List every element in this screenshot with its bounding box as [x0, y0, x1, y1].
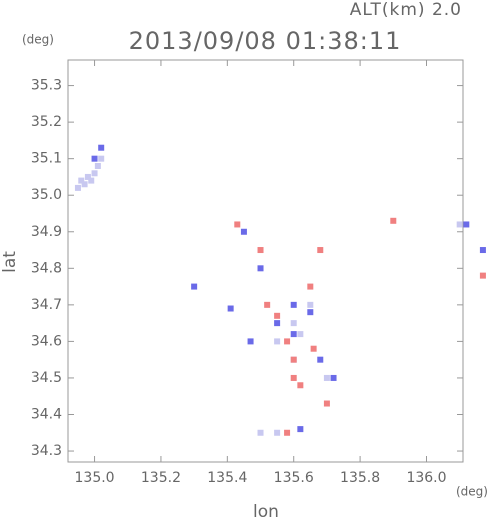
point: [274, 312, 281, 319]
y-tick-label: 34.9: [31, 224, 62, 240]
point: [234, 221, 241, 228]
point: [317, 356, 324, 363]
point: [307, 301, 314, 308]
point: [240, 228, 247, 235]
x-tick-label: 135.8: [340, 470, 380, 486]
point: [94, 162, 101, 169]
point: [78, 177, 85, 184]
y-tick-label: 35.1: [31, 151, 62, 167]
point: [274, 429, 281, 436]
point: [290, 356, 297, 363]
point: [479, 272, 486, 279]
point: [310, 345, 317, 352]
y-axis-label: lat: [0, 251, 20, 273]
point: [290, 320, 297, 327]
point: [257, 265, 264, 272]
point: [290, 374, 297, 381]
point: [227, 305, 234, 312]
y-tick-label: 34.6: [31, 333, 62, 349]
plot-frame: [67, 59, 464, 463]
point: [81, 181, 88, 188]
y-unit: (deg): [22, 33, 54, 47]
point: [307, 309, 314, 316]
point: [330, 374, 337, 381]
point: [323, 400, 330, 407]
y-tick-label: 34.7: [31, 297, 62, 313]
point: [88, 177, 95, 184]
point: [479, 247, 486, 254]
point: [98, 144, 105, 151]
point: [317, 247, 324, 254]
point: [284, 338, 291, 345]
point: [297, 331, 304, 338]
point: [463, 221, 470, 228]
point: [323, 374, 330, 381]
y-tick-label: 34.3: [31, 443, 62, 459]
point: [84, 173, 91, 180]
point: [257, 247, 264, 254]
y-tick-label: 35.0: [31, 187, 62, 203]
y-tick-label: 34.5: [31, 370, 62, 386]
point: [290, 331, 297, 338]
point: [257, 429, 264, 436]
x-tick-label: 135.2: [141, 470, 181, 486]
x-tick-label: 135.6: [274, 470, 314, 486]
point: [191, 283, 198, 290]
point: [290, 301, 297, 308]
point: [74, 184, 81, 191]
point: [307, 283, 314, 290]
point: [91, 155, 98, 162]
point: [247, 338, 254, 345]
x-axis-label: lon: [253, 502, 279, 521]
point: [297, 426, 304, 433]
x-unit: (deg): [456, 485, 488, 499]
y-tick-label: 35.2: [31, 114, 62, 130]
x-tick-label: 135.4: [207, 470, 247, 486]
y-tick-label: 35.3: [31, 78, 62, 94]
point: [284, 429, 291, 436]
point: [274, 338, 281, 345]
point: [456, 221, 463, 228]
x-tick-label: 135.0: [75, 470, 115, 486]
point: [297, 382, 304, 389]
point: [264, 301, 271, 308]
chart-title: 2013/09/08 01:38:11: [129, 27, 402, 55]
point: [98, 155, 105, 162]
subtitle: ALT(km) 2.0: [350, 0, 462, 20]
point: [390, 217, 397, 224]
y-tick-label: 34.4: [31, 406, 62, 422]
x-tick-label: 136.0: [406, 470, 446, 486]
point: [91, 170, 98, 177]
y-tick-label: 34.8: [31, 260, 62, 276]
point: [274, 320, 281, 327]
